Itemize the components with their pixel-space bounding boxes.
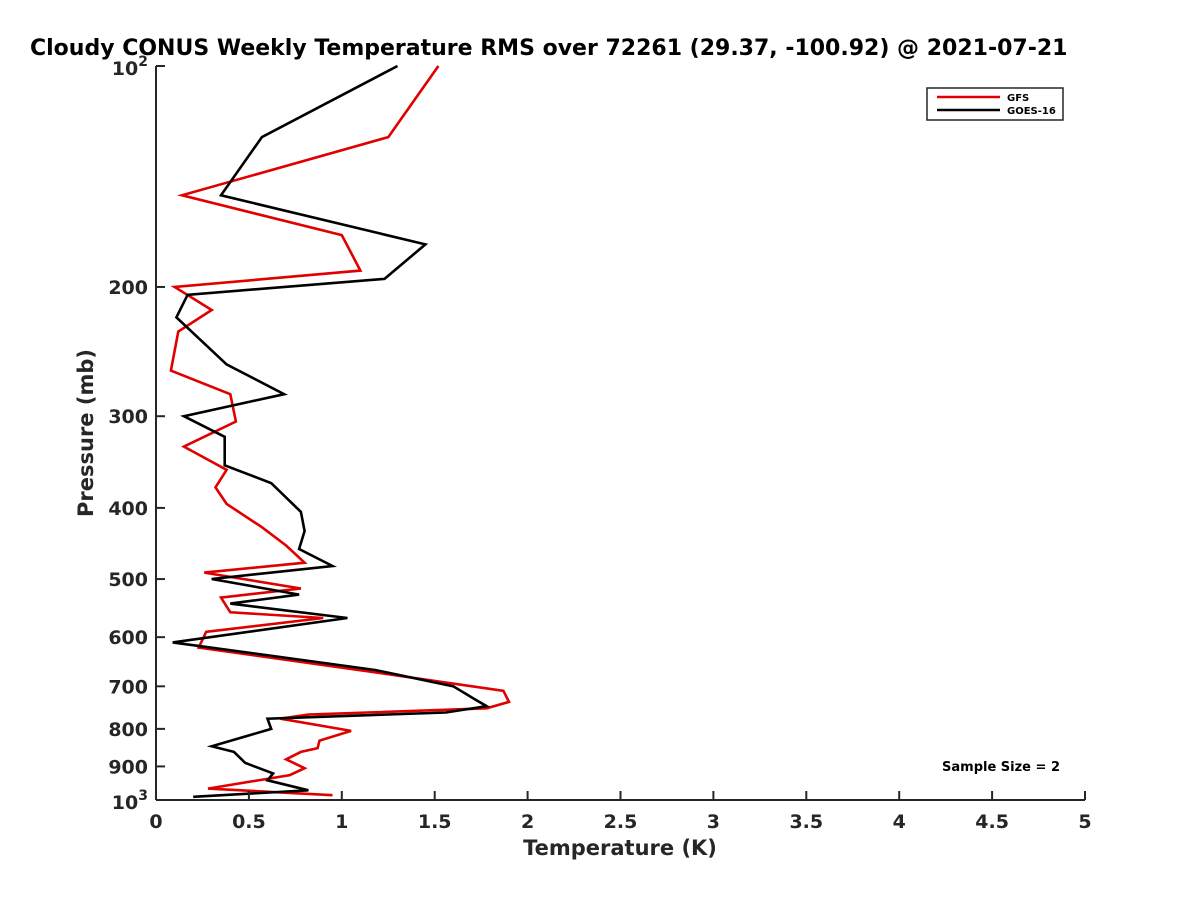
y-tick-label: 500	[108, 569, 148, 591]
axes	[155, 65, 1086, 801]
x-tick-label: 1.5	[418, 811, 452, 833]
x-tick-label: 4.5	[975, 811, 1009, 833]
x-tick-label: 2.5	[604, 811, 638, 833]
legend-box	[926, 87, 1064, 121]
legend: GFS GOES-16	[926, 87, 1064, 121]
sample-size-annotation: Sample Size = 2	[942, 760, 1060, 775]
y-tick-label: 103	[112, 788, 148, 814]
tick-labels: 0 0.5 1 1.5 2 2.5 3 3.5 4 4.5 5 102 200 300 400 500 600 7…	[108, 54, 1091, 833]
y-tick-label: 200	[108, 277, 148, 299]
chart-title: Cloudy CONUS Weekly Temperature RMS over…	[30, 36, 1067, 61]
x-tick-label: 3.5	[789, 811, 823, 833]
y-tick-label: 800	[108, 719, 148, 741]
legend-label: GOES-16	[1007, 106, 1056, 117]
series-line-goes-16	[172, 64, 491, 799]
legend-label: GFS	[1007, 93, 1029, 104]
series-lines	[169, 64, 511, 799]
x-tick-label: 3	[707, 811, 720, 833]
x-axis-label: Temperature (K)	[523, 836, 717, 860]
x-tick-label: 0	[149, 811, 162, 833]
y-tick-label: 102	[112, 54, 148, 80]
y-axis-label: Pressure (mb)	[74, 349, 98, 517]
x-tick-label: 0.5	[232, 811, 266, 833]
x-tick-label: 2	[521, 811, 534, 833]
series-line-gfs	[169, 65, 511, 797]
y-tick-label: 700	[108, 676, 148, 698]
x-tick-label: 5	[1078, 811, 1091, 833]
y-tick-label: 600	[108, 627, 148, 649]
y-tick-label: 400	[108, 498, 148, 520]
x-tick-label: 1	[335, 811, 348, 833]
y-tick-label: 300	[108, 406, 148, 428]
y-tick-label: 900	[108, 756, 148, 778]
x-tick-label: 4	[893, 811, 906, 833]
